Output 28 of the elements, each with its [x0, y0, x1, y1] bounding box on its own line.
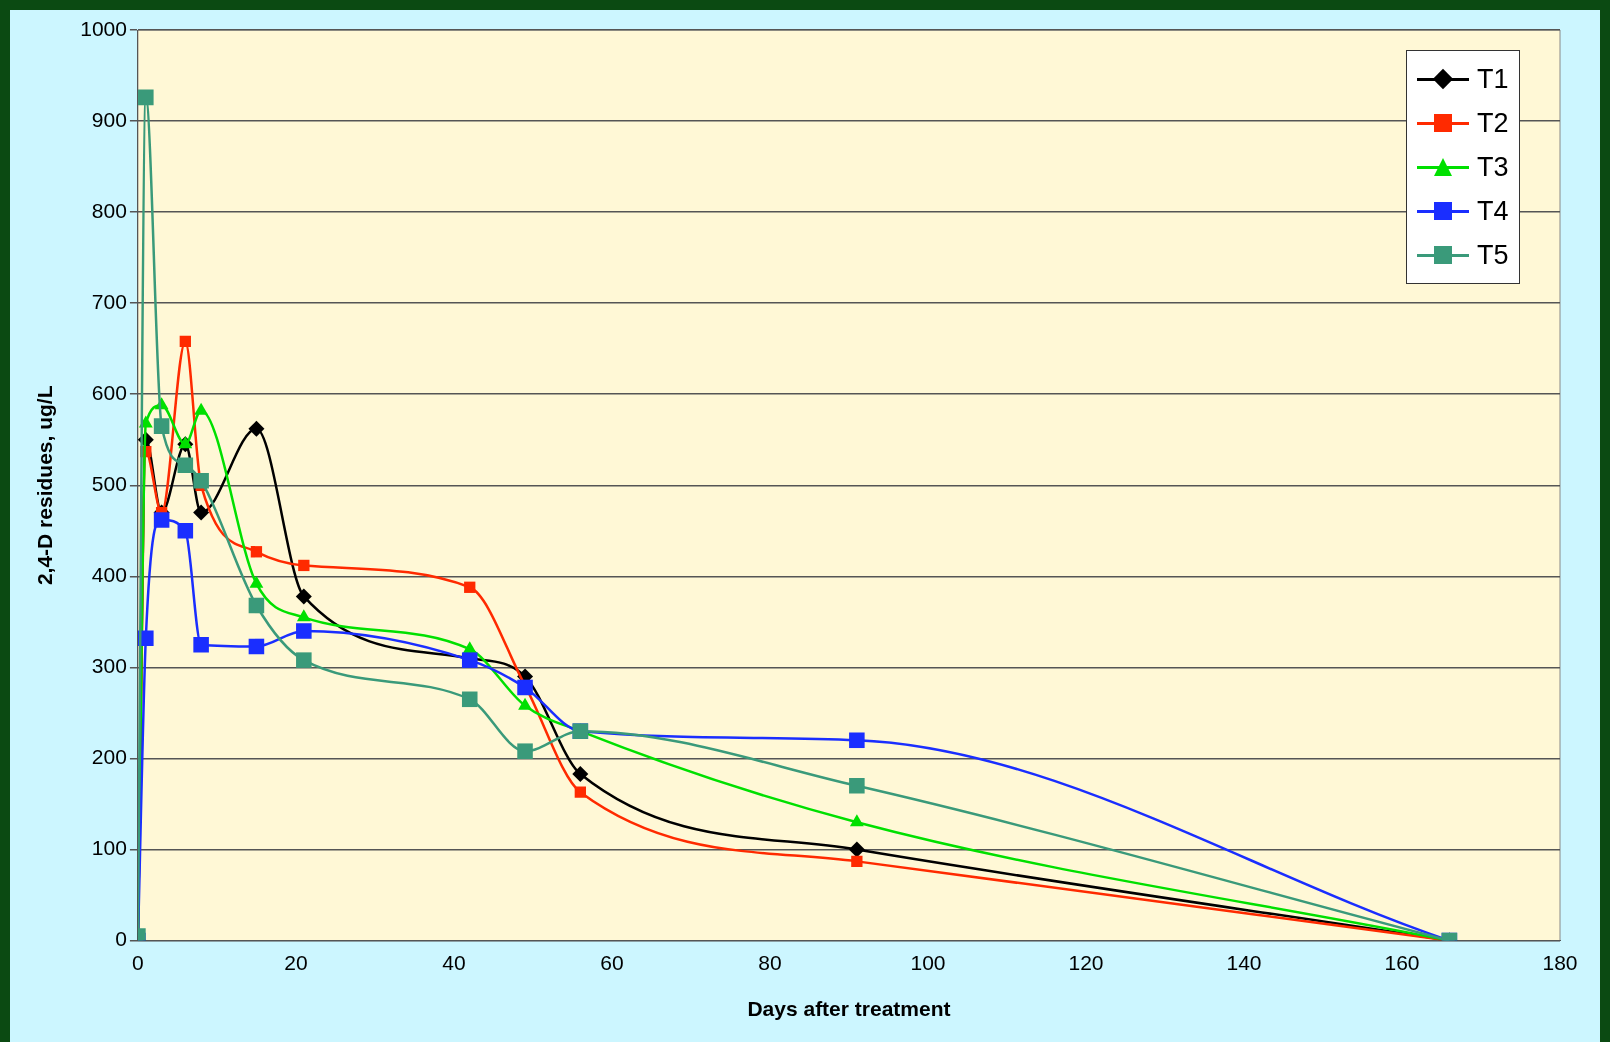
x-tick-label: 140 [1226, 951, 1262, 974]
legend-label: T5 [1477, 239, 1509, 272]
y-tick-label: 900 [91, 107, 127, 131]
x-axis-title: Days after treatment [747, 997, 951, 1021]
y-axis-title: 2,4-D residues, ug/L [33, 385, 57, 586]
y-tick-label: 200 [91, 745, 127, 769]
x-tick-label: 80 [758, 951, 782, 974]
legend-label: T1 [1477, 63, 1509, 96]
y-tick-label: 700 [91, 289, 127, 313]
x-tick-label: 100 [910, 951, 946, 974]
x-tick-label: 180 [1542, 951, 1578, 974]
y-tick-label: 0 [115, 927, 127, 951]
x-tick-label: 20 [284, 951, 308, 974]
x-tick-label: 40 [442, 951, 466, 974]
y-tick-label: 500 [91, 472, 127, 496]
legend-label: T4 [1477, 195, 1509, 228]
y-tick-label: 300 [91, 654, 127, 678]
y-tick-label: 800 [91, 198, 127, 222]
x-tick-label: 120 [1068, 951, 1104, 974]
legend-label: T2 [1477, 107, 1509, 140]
y-tick-label: 1000 [80, 16, 127, 40]
y-tick-label: 100 [91, 836, 127, 860]
x-tick-label: 160 [1384, 951, 1420, 974]
x-tick-label: 0 [132, 951, 144, 974]
y-tick-label: 600 [91, 381, 127, 405]
y-tick-label: 400 [91, 563, 127, 587]
x-tick-label: 60 [600, 951, 624, 974]
legend-label: T3 [1477, 151, 1509, 184]
